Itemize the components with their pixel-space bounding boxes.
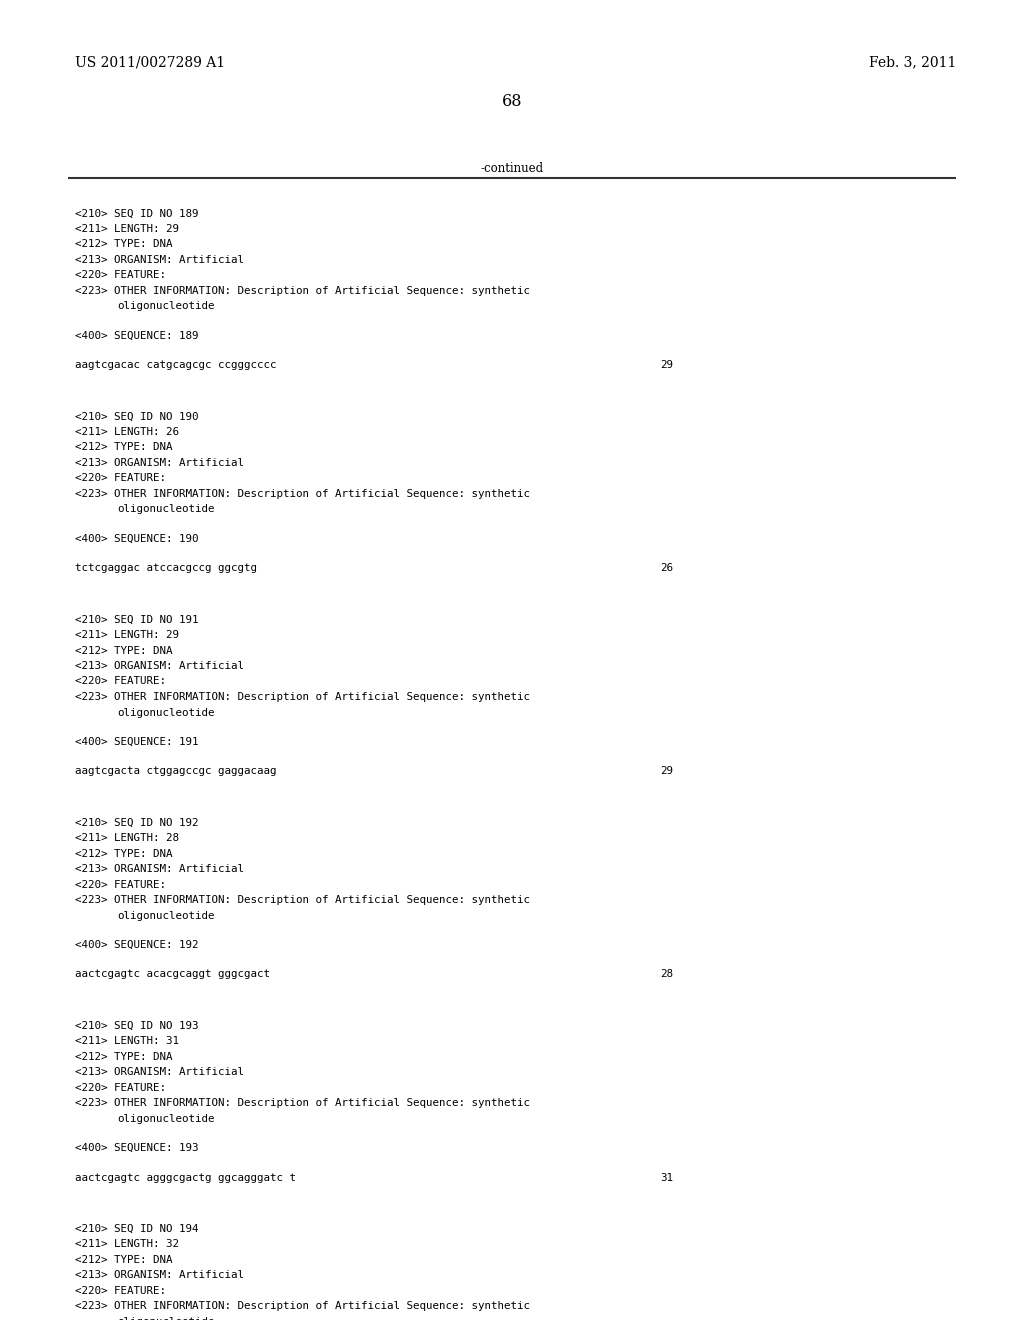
Text: -continued: -continued xyxy=(480,162,544,176)
Text: <223> OTHER INFORMATION: Description of Artificial Sequence: synthetic: <223> OTHER INFORMATION: Description of … xyxy=(75,692,530,702)
Text: aactcgagtc acacgcaggt gggcgact: aactcgagtc acacgcaggt gggcgact xyxy=(75,969,270,979)
Text: <210> SEQ ID NO 190: <210> SEQ ID NO 190 xyxy=(75,412,199,421)
Text: <213> ORGANISM: Artificial: <213> ORGANISM: Artificial xyxy=(75,1270,244,1280)
Text: 68: 68 xyxy=(502,92,522,110)
Text: <210> SEQ ID NO 194: <210> SEQ ID NO 194 xyxy=(75,1224,199,1234)
Text: <213> ORGANISM: Artificial: <213> ORGANISM: Artificial xyxy=(75,1067,244,1077)
Text: <211> LENGTH: 29: <211> LENGTH: 29 xyxy=(75,630,179,640)
Text: <212> TYPE: DNA: <212> TYPE: DNA xyxy=(75,645,172,656)
Text: <223> OTHER INFORMATION: Description of Artificial Sequence: synthetic: <223> OTHER INFORMATION: Description of … xyxy=(75,286,530,296)
Text: <220> FEATURE:: <220> FEATURE: xyxy=(75,1286,166,1296)
Text: oligonucleotide: oligonucleotide xyxy=(117,1316,214,1320)
Text: <212> TYPE: DNA: <212> TYPE: DNA xyxy=(75,1254,172,1265)
Text: <223> OTHER INFORMATION: Description of Artificial Sequence: synthetic: <223> OTHER INFORMATION: Description of … xyxy=(75,895,530,906)
Text: <400> SEQUENCE: 192: <400> SEQUENCE: 192 xyxy=(75,940,199,950)
Text: <220> FEATURE:: <220> FEATURE: xyxy=(75,271,166,280)
Text: <210> SEQ ID NO 191: <210> SEQ ID NO 191 xyxy=(75,615,199,624)
Text: 26: 26 xyxy=(660,564,673,573)
Text: <211> LENGTH: 32: <211> LENGTH: 32 xyxy=(75,1239,179,1249)
Text: <212> TYPE: DNA: <212> TYPE: DNA xyxy=(75,1052,172,1061)
Text: oligonucleotide: oligonucleotide xyxy=(117,301,214,312)
Text: <210> SEQ ID NO 192: <210> SEQ ID NO 192 xyxy=(75,817,199,828)
Text: oligonucleotide: oligonucleotide xyxy=(117,504,214,515)
Text: aagtcgacac catgcagcgc ccgggcccc: aagtcgacac catgcagcgc ccgggcccc xyxy=(75,360,276,371)
Text: <210> SEQ ID NO 189: <210> SEQ ID NO 189 xyxy=(75,209,199,218)
Text: oligonucleotide: oligonucleotide xyxy=(117,1114,214,1123)
Text: oligonucleotide: oligonucleotide xyxy=(117,911,214,920)
Text: <211> LENGTH: 29: <211> LENGTH: 29 xyxy=(75,224,179,234)
Text: 29: 29 xyxy=(660,360,673,371)
Text: <213> ORGANISM: Artificial: <213> ORGANISM: Artificial xyxy=(75,255,244,265)
Text: <400> SEQUENCE: 190: <400> SEQUENCE: 190 xyxy=(75,533,199,544)
Text: <213> ORGANISM: Artificial: <213> ORGANISM: Artificial xyxy=(75,661,244,671)
Text: <223> OTHER INFORMATION: Description of Artificial Sequence: synthetic: <223> OTHER INFORMATION: Description of … xyxy=(75,1098,530,1107)
Text: 29: 29 xyxy=(660,767,673,776)
Text: <223> OTHER INFORMATION: Description of Artificial Sequence: synthetic: <223> OTHER INFORMATION: Description of … xyxy=(75,1302,530,1311)
Text: <220> FEATURE:: <220> FEATURE: xyxy=(75,1082,166,1093)
Text: Feb. 3, 2011: Feb. 3, 2011 xyxy=(868,55,956,69)
Text: <211> LENGTH: 26: <211> LENGTH: 26 xyxy=(75,426,179,437)
Text: <212> TYPE: DNA: <212> TYPE: DNA xyxy=(75,442,172,453)
Text: aactcgagtc agggcgactg ggcagggatc t: aactcgagtc agggcgactg ggcagggatc t xyxy=(75,1172,296,1183)
Text: <220> FEATURE:: <220> FEATURE: xyxy=(75,879,166,890)
Text: <220> FEATURE:: <220> FEATURE: xyxy=(75,474,166,483)
Text: 28: 28 xyxy=(660,969,673,979)
Text: <400> SEQUENCE: 191: <400> SEQUENCE: 191 xyxy=(75,737,199,747)
Text: <400> SEQUENCE: 189: <400> SEQUENCE: 189 xyxy=(75,331,199,341)
Text: aagtcgacta ctggagccgc gaggacaag: aagtcgacta ctggagccgc gaggacaag xyxy=(75,767,276,776)
Text: tctcgaggac atccacgccg ggcgtg: tctcgaggac atccacgccg ggcgtg xyxy=(75,564,257,573)
Text: <213> ORGANISM: Artificial: <213> ORGANISM: Artificial xyxy=(75,865,244,874)
Text: <400> SEQUENCE: 193: <400> SEQUENCE: 193 xyxy=(75,1143,199,1154)
Text: <212> TYPE: DNA: <212> TYPE: DNA xyxy=(75,239,172,249)
Text: <213> ORGANISM: Artificial: <213> ORGANISM: Artificial xyxy=(75,458,244,469)
Text: <211> LENGTH: 28: <211> LENGTH: 28 xyxy=(75,833,179,843)
Text: oligonucleotide: oligonucleotide xyxy=(117,708,214,718)
Text: <210> SEQ ID NO 193: <210> SEQ ID NO 193 xyxy=(75,1020,199,1031)
Text: US 2011/0027289 A1: US 2011/0027289 A1 xyxy=(75,55,225,69)
Text: <223> OTHER INFORMATION: Description of Artificial Sequence: synthetic: <223> OTHER INFORMATION: Description of … xyxy=(75,488,530,499)
Text: <212> TYPE: DNA: <212> TYPE: DNA xyxy=(75,849,172,858)
Text: <220> FEATURE:: <220> FEATURE: xyxy=(75,676,166,686)
Text: <211> LENGTH: 31: <211> LENGTH: 31 xyxy=(75,1036,179,1047)
Text: 31: 31 xyxy=(660,1172,673,1183)
